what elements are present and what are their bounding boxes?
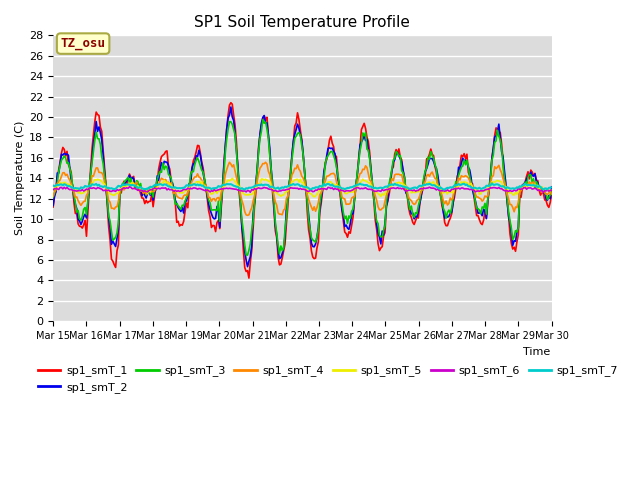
sp1_smT_2 (49, 203, 57, 208)
sp1_smT_6 (125, 184, 133, 190)
Line: sp1_smT_7: sp1_smT_7 (53, 183, 552, 190)
sp1_smT_2 (223, 126, 230, 132)
sp1_smT_6 (540, 190, 547, 195)
sp1_smT_5 (198, 179, 205, 184)
sp1_smT_6 (110, 188, 118, 194)
sp1_smT_2 (214, 209, 222, 215)
Line: sp1_smT_5: sp1_smT_5 (53, 178, 552, 197)
sp1_smT_5 (214, 188, 222, 194)
sp1_smT_5 (310, 194, 318, 200)
sp1_smT_1 (214, 217, 222, 223)
sp1_smT_2 (523, 176, 531, 182)
sp1_smT_1 (223, 126, 230, 132)
sp1_smT_3 (198, 168, 205, 173)
sp1_smT_5 (110, 192, 118, 198)
sp1_smT_7 (488, 180, 496, 186)
sp1_smT_7 (49, 183, 57, 189)
sp1_smT_3 (110, 236, 118, 242)
sp1_smT_7 (268, 184, 275, 190)
sp1_smT_1 (110, 262, 118, 267)
sp1_smT_2 (244, 264, 252, 270)
sp1_smT_6 (269, 187, 276, 193)
sp1_smT_4 (523, 182, 531, 188)
sp1_smT_1 (227, 100, 235, 106)
sp1_smT_1 (49, 204, 57, 210)
sp1_smT_3 (259, 117, 267, 122)
sp1_smT_2 (270, 203, 278, 209)
sp1_smT_3 (244, 252, 252, 258)
Text: TZ_osu: TZ_osu (61, 37, 106, 50)
sp1_smT_6 (199, 187, 207, 193)
Line: sp1_smT_6: sp1_smT_6 (53, 187, 552, 192)
sp1_smT_4 (198, 178, 205, 183)
Y-axis label: Soil Temperature (C): Soil Temperature (C) (15, 121, 25, 236)
sp1_smT_5 (49, 187, 57, 192)
sp1_smT_7 (214, 183, 222, 189)
sp1_smT_5 (228, 175, 236, 181)
Title: SP1 Soil Temperature Profile: SP1 Soil Temperature Profile (195, 15, 410, 30)
sp1_smT_4 (244, 213, 252, 218)
sp1_smT_7 (223, 181, 230, 187)
sp1_smT_1 (245, 275, 253, 281)
sp1_smT_3 (223, 136, 230, 142)
sp1_smT_3 (49, 194, 57, 200)
Line: sp1_smT_4: sp1_smT_4 (53, 162, 552, 216)
sp1_smT_4 (548, 191, 556, 197)
sp1_smT_7 (110, 186, 118, 192)
sp1_smT_2 (548, 184, 556, 190)
sp1_smT_6 (548, 188, 556, 193)
sp1_smT_1 (548, 192, 556, 198)
sp1_smT_3 (270, 198, 278, 204)
sp1_smT_1 (270, 206, 278, 212)
sp1_smT_5 (548, 187, 556, 193)
sp1_smT_4 (226, 159, 234, 165)
sp1_smT_5 (223, 179, 230, 185)
sp1_smT_2 (227, 104, 235, 110)
sp1_smT_6 (224, 186, 232, 192)
sp1_smT_4 (270, 192, 278, 198)
sp1_smT_1 (198, 159, 205, 165)
sp1_smT_7 (540, 187, 547, 192)
sp1_smT_3 (548, 189, 556, 194)
sp1_smT_4 (49, 193, 57, 199)
sp1_smT_3 (523, 183, 531, 189)
sp1_smT_4 (214, 194, 222, 200)
Line: sp1_smT_3: sp1_smT_3 (53, 120, 552, 255)
sp1_smT_5 (523, 183, 531, 189)
sp1_smT_5 (269, 186, 276, 192)
sp1_smT_2 (198, 161, 205, 167)
sp1_smT_1 (523, 173, 531, 179)
sp1_smT_6 (216, 187, 223, 192)
sp1_smT_3 (214, 198, 222, 204)
Line: sp1_smT_2: sp1_smT_2 (53, 107, 552, 267)
sp1_smT_7 (522, 181, 529, 187)
X-axis label: Time: Time (523, 347, 550, 357)
sp1_smT_6 (49, 187, 57, 192)
Line: sp1_smT_1: sp1_smT_1 (53, 103, 552, 278)
sp1_smT_2 (110, 241, 118, 247)
sp1_smT_4 (110, 206, 118, 212)
sp1_smT_7 (198, 183, 205, 189)
sp1_smT_6 (522, 185, 529, 191)
sp1_smT_4 (223, 167, 230, 172)
sp1_smT_7 (548, 184, 556, 190)
Legend: sp1_smT_1, sp1_smT_2, sp1_smT_3, sp1_smT_4, sp1_smT_5, sp1_smT_6, sp1_smT_7: sp1_smT_1, sp1_smT_2, sp1_smT_3, sp1_smT… (34, 361, 622, 397)
